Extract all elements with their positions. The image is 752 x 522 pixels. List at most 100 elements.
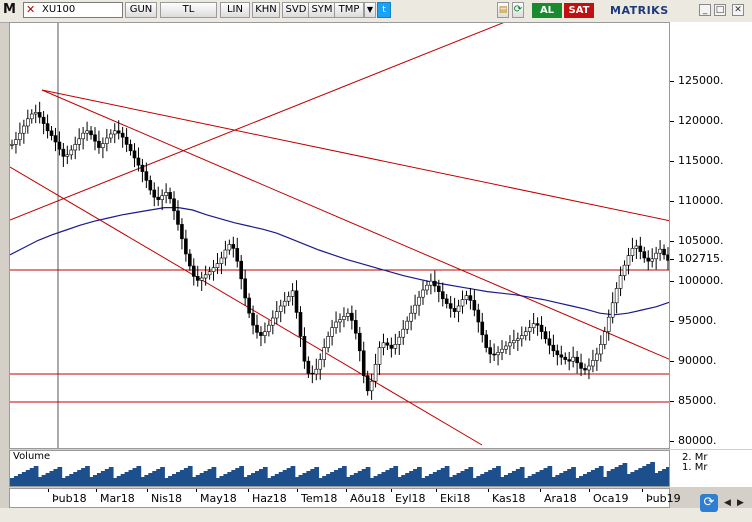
- candle-body: [259, 332, 263, 336]
- price-axis: 125000. 120000. 115000. 110000. 105000. 10271…: [670, 22, 752, 449]
- buy-button[interactable]: AL: [532, 3, 562, 18]
- date-tick-mark: [96, 489, 97, 492]
- candle-body: [452, 308, 457, 312]
- candle-body: [243, 278, 247, 299]
- volume-bar: [598, 466, 604, 486]
- volume-bar: [488, 470, 493, 486]
- volume-bar: [377, 474, 383, 486]
- maximize-icon[interactable]: □: [714, 4, 726, 16]
- candle-body: [480, 321, 485, 336]
- price-tick-label: 95000.: [678, 314, 717, 327]
- khn-button[interactable]: KHN: [252, 2, 280, 18]
- candle-body: [464, 295, 469, 300]
- candle-body: [215, 263, 220, 268]
- candle-body: [508, 342, 512, 347]
- volume-bar: [571, 467, 576, 486]
- candle-body: [239, 260, 244, 280]
- candle-body: [97, 140, 101, 148]
- volume-svg: [10, 462, 669, 486]
- candle-body: [350, 312, 354, 321]
- period-button[interactable]: GUN: [125, 2, 157, 18]
- candle-body: [29, 113, 34, 120]
- volume-panel[interactable]: Volume: [9, 450, 670, 487]
- volume-bar: [37, 477, 43, 486]
- volume-bar: [428, 474, 434, 486]
- candle-body: [595, 353, 599, 361]
- candle-body: [551, 344, 556, 352]
- news-icon[interactable]: ▤: [497, 2, 509, 18]
- price-tick-mark: [670, 161, 674, 162]
- candle-body: [642, 251, 647, 259]
- date-tick-mark: [540, 489, 541, 492]
- scroll-left-icon[interactable]: ◀: [724, 498, 731, 508]
- volume-bar: [662, 469, 667, 486]
- candle-body: [164, 192, 168, 196]
- volume-bar: [53, 469, 59, 486]
- candle-body: [385, 342, 390, 346]
- candle-body: [116, 130, 121, 134]
- candle-body: [207, 271, 212, 276]
- volume-bar: [156, 469, 161, 486]
- dropdown-arrow-icon[interactable]: ▼: [364, 2, 376, 18]
- candle-body: [567, 359, 572, 362]
- candle-body: [543, 331, 548, 340]
- candle-body: [587, 365, 591, 371]
- sym-button[interactable]: SYM: [308, 2, 336, 18]
- minimize-icon[interactable]: _: [699, 4, 711, 16]
- volume-bar: [116, 476, 122, 486]
- volume-bar: [464, 469, 470, 486]
- symbol-input[interactable]: ✕ XU100: [23, 2, 123, 18]
- volume-bar: [436, 470, 442, 486]
- volume-bar: [13, 476, 19, 486]
- volume-bar: [251, 473, 256, 486]
- volume-bar: [239, 466, 244, 486]
- volume-bar: [124, 472, 130, 486]
- volume-bar: [85, 466, 90, 486]
- brand-logo: MATRIKS: [610, 4, 669, 17]
- candle-body: [278, 305, 283, 312]
- volume-bar: [286, 468, 292, 486]
- close-window-icon[interactable]: ✕: [732, 4, 744, 16]
- price-chart[interactable]: [9, 22, 670, 449]
- volume-bar: [472, 478, 478, 486]
- volume-bar: [539, 470, 545, 486]
- linear-scale-button[interactable]: LIN: [220, 2, 250, 18]
- price-tick-mark: [670, 321, 674, 322]
- scroll-right-icon[interactable]: ▶: [737, 498, 744, 508]
- candle-body: [583, 368, 587, 371]
- sell-button[interactable]: SAT: [564, 3, 594, 18]
- matriks-logo-icon: M: [3, 2, 16, 17]
- candle-body: [575, 356, 579, 364]
- sync-icon[interactable]: ⟳: [700, 494, 718, 512]
- volume-bar: [452, 475, 458, 486]
- currency-button[interactable]: TL: [160, 2, 217, 18]
- trendline: [10, 23, 504, 221]
- volume-bar: [634, 470, 640, 486]
- volume-bar: [195, 475, 201, 486]
- twitter-icon[interactable]: t: [377, 2, 391, 18]
- volume-bar: [219, 476, 225, 486]
- candle-body: [361, 350, 366, 376]
- close-symbol-icon[interactable]: ✕: [26, 3, 36, 16]
- refresh-small-icon[interactable]: ⟳: [512, 2, 524, 18]
- candle-body: [203, 274, 208, 279]
- tmp-button[interactable]: TMP: [334, 2, 364, 18]
- candle-body: [65, 154, 70, 157]
- volume-bar: [223, 474, 229, 486]
- candle-body: [267, 324, 271, 332]
- candle-body: [85, 130, 89, 134]
- volume-bar: [108, 467, 114, 486]
- volume-bar: [389, 468, 395, 486]
- candle-body: [148, 180, 153, 191]
- volume-bar: [440, 468, 446, 486]
- volume-bar: [476, 476, 482, 486]
- date-tick-mark: [589, 489, 590, 492]
- candle-body: [101, 143, 105, 148]
- volume-bar: [567, 469, 572, 486]
- volume-bar: [144, 475, 150, 486]
- candle-body: [500, 348, 504, 353]
- volume-bar: [172, 474, 177, 486]
- candle-body: [136, 157, 141, 166]
- svd-button[interactable]: SVD: [282, 2, 310, 18]
- volume-bar: [385, 470, 391, 486]
